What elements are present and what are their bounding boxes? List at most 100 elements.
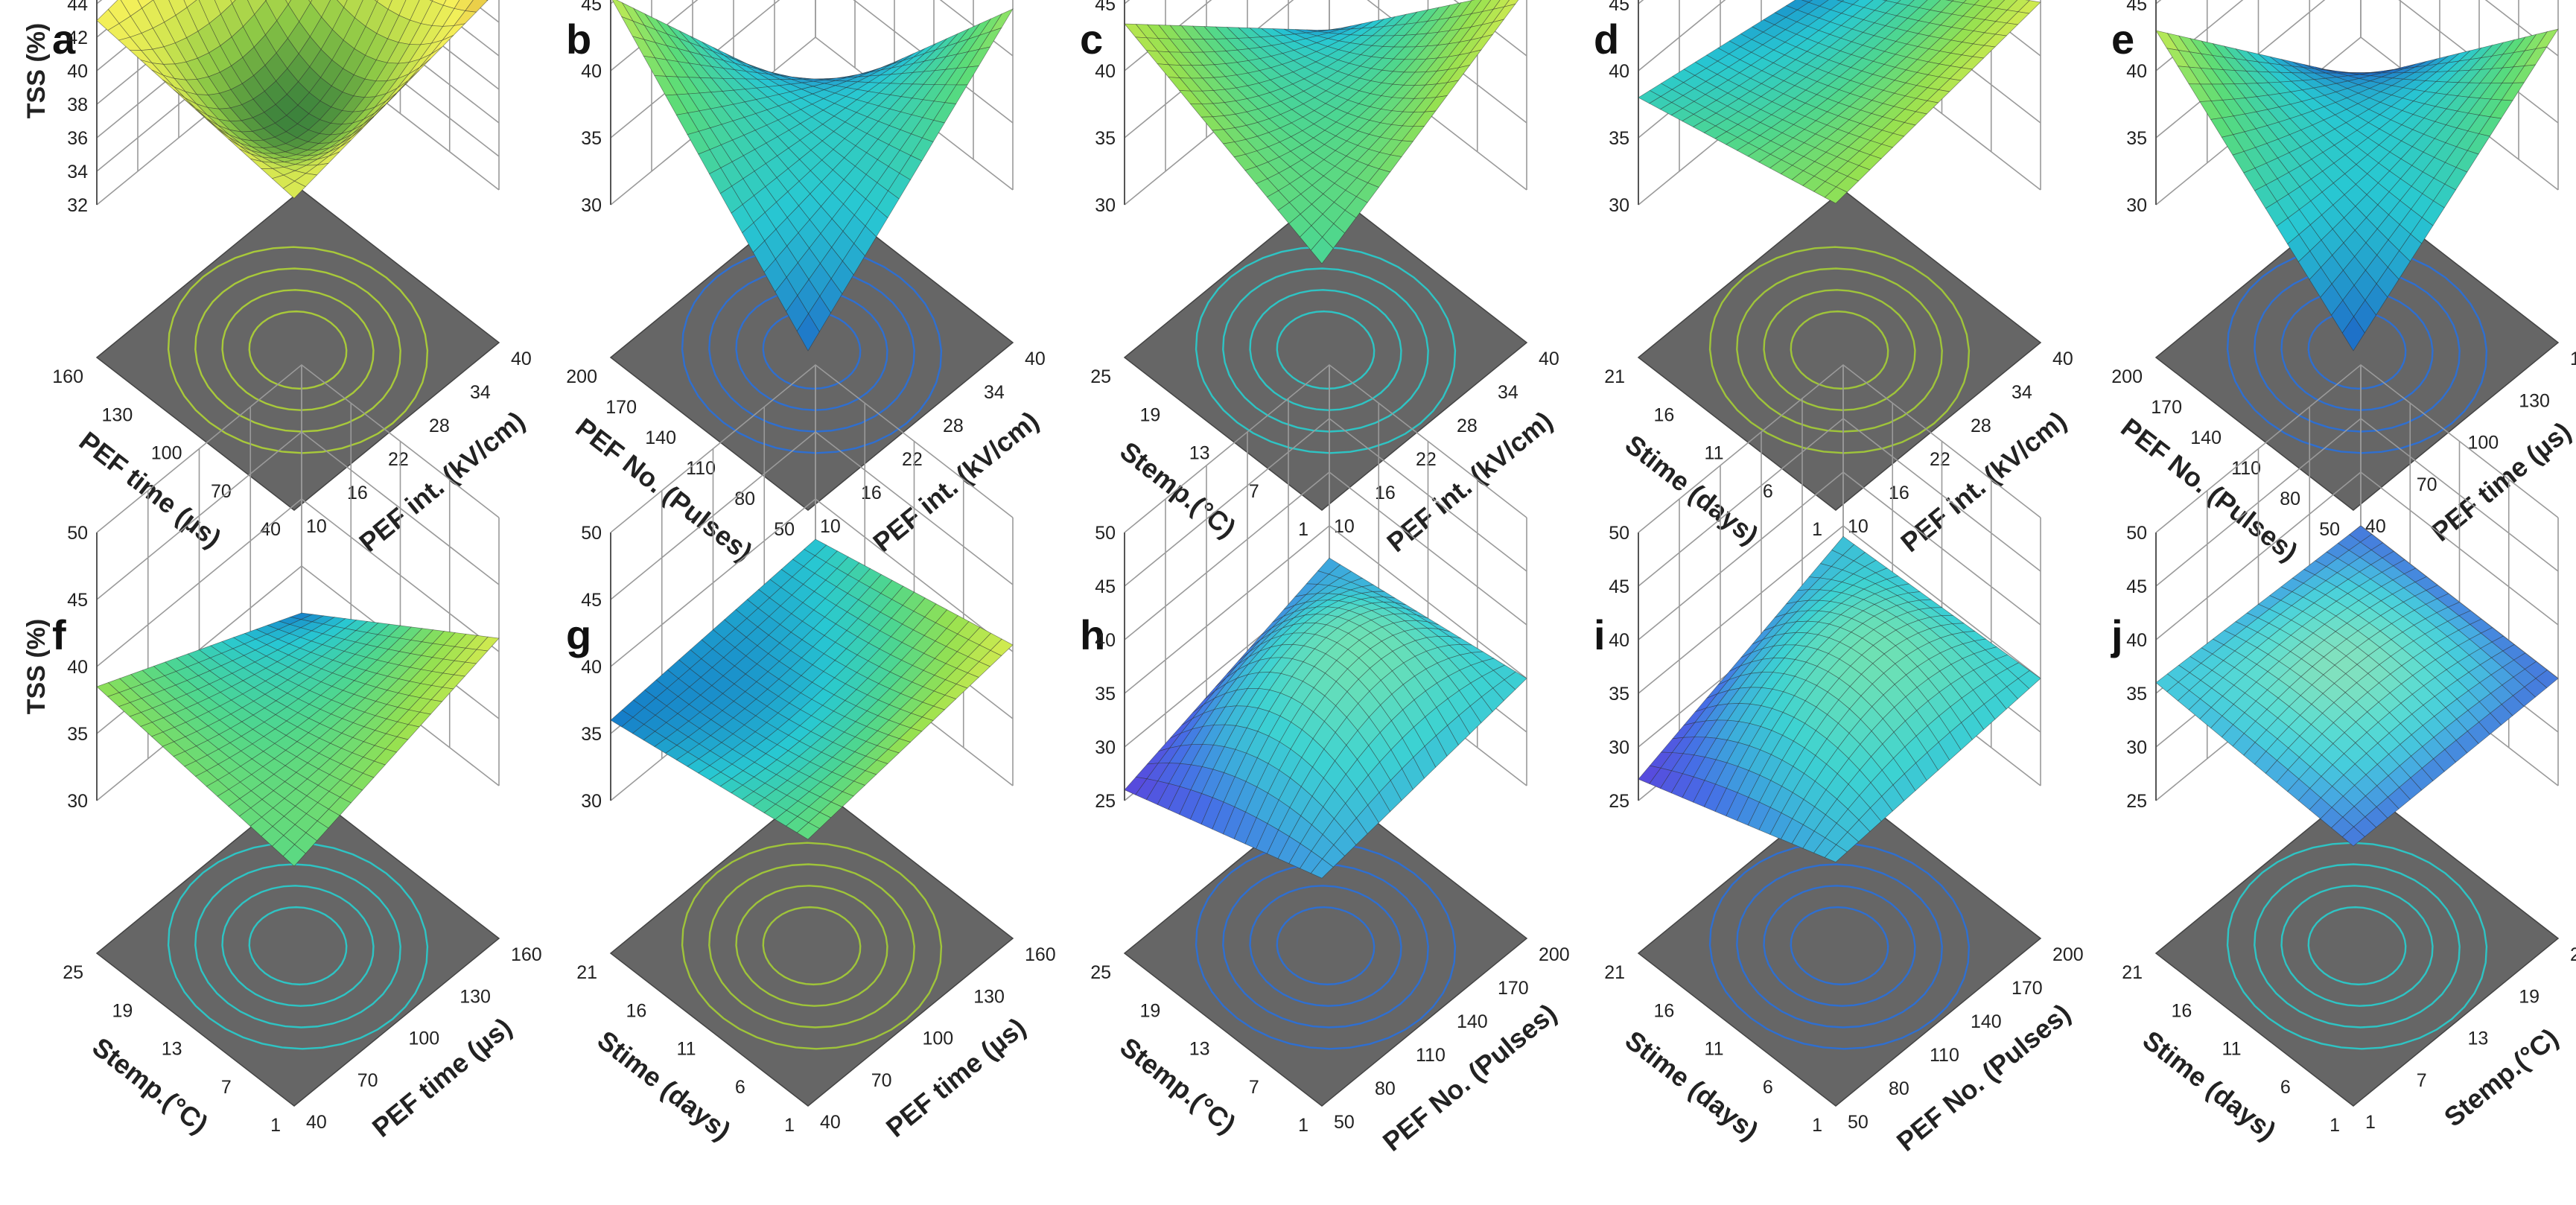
surface-cell bbox=[282, 180, 306, 199]
x-tick-label: 110 bbox=[2231, 458, 2261, 479]
x-tick-label: 11 bbox=[1705, 443, 1724, 464]
contour-line bbox=[221, 885, 375, 1007]
y-tick-label: 7 bbox=[2417, 1070, 2427, 1091]
contour-line bbox=[1249, 885, 1402, 1007]
y-tick-label: 22 bbox=[388, 449, 409, 470]
y-tick-label: 160 bbox=[511, 944, 542, 965]
response-surface-c bbox=[1124, 0, 1519, 264]
z-gridline bbox=[610, 0, 1014, 71]
z-tick-label: 50 bbox=[67, 523, 88, 544]
z-tick-label: 35 bbox=[581, 724, 602, 745]
contour-line bbox=[1763, 289, 1916, 411]
x-tick-label: 170 bbox=[605, 397, 637, 418]
surface-cell bbox=[1801, 0, 1813, 3]
z-tick-label: 40 bbox=[1609, 630, 1629, 651]
panel-letter-g: g bbox=[566, 611, 591, 658]
x-tick-label: 21 bbox=[1604, 366, 1625, 387]
response-surface-e bbox=[2155, 28, 2559, 352]
y-axis-title: PEF time (µs) bbox=[366, 1011, 518, 1143]
surface-cell bbox=[308, 0, 313, 4]
y-tick-label: 70 bbox=[2417, 474, 2437, 495]
x-tick-label: 21 bbox=[1604, 962, 1625, 983]
z-tick-label: 40 bbox=[2126, 61, 2147, 82]
z-tick-label: 25 bbox=[1095, 791, 1116, 812]
y-tick-label: 13 bbox=[2468, 1028, 2489, 1049]
z-tick-label: 40 bbox=[67, 657, 88, 678]
z-tick-label: 30 bbox=[1609, 195, 1629, 216]
y-tick-label: 80 bbox=[1889, 1078, 1909, 1099]
contour-line bbox=[1195, 246, 1457, 454]
response-surface-i bbox=[1638, 535, 2041, 863]
x-tick-label: 25 bbox=[63, 962, 83, 983]
x-tick-label: 7 bbox=[1249, 1077, 1259, 1098]
surface-cell bbox=[285, 0, 292, 5]
x-tick-label: 200 bbox=[2111, 366, 2143, 387]
z-tick-label: 35 bbox=[1609, 684, 1629, 705]
x-tick-label: 40 bbox=[260, 519, 281, 540]
y-tick-label: 40 bbox=[306, 1112, 327, 1133]
z-tick-label: 45 bbox=[1609, 576, 1629, 597]
x-tick-label: 1 bbox=[1812, 1115, 1822, 1136]
contour-lines-f bbox=[167, 842, 429, 1050]
y-tick-label: 10 bbox=[1848, 516, 1869, 537]
x-tick-label: 1 bbox=[1812, 519, 1822, 540]
contour-line bbox=[1222, 267, 1429, 433]
y-tick-label: 160 bbox=[1025, 944, 1056, 965]
x-axis-title: Stemp.(°C) bbox=[86, 1031, 214, 1139]
z-tick-label: 30 bbox=[1609, 737, 1629, 758]
y-tick-label: 22 bbox=[1416, 449, 1437, 470]
y-tick-label: 40 bbox=[511, 349, 532, 369]
z-tick-label: 30 bbox=[1095, 195, 1116, 216]
x-tick-label: 11 bbox=[2222, 1039, 2242, 1060]
x-tick-label: 6 bbox=[1763, 1077, 1773, 1098]
contour-lines-a bbox=[167, 246, 429, 454]
y-tick-label: 22 bbox=[1930, 449, 1950, 470]
contour-lines-d bbox=[1708, 246, 1971, 454]
panel-letter-a: a bbox=[52, 16, 76, 63]
z-tick-label: 50 bbox=[581, 523, 602, 544]
contour-line bbox=[762, 906, 862, 986]
panel-letter-b: b bbox=[566, 16, 591, 63]
z-tick-label: 35 bbox=[67, 724, 88, 745]
panel-letter-j: j bbox=[2111, 611, 2123, 658]
response-surface-a bbox=[96, 0, 489, 199]
y-tick-label: 80 bbox=[1375, 1078, 1396, 1099]
x-tick-label: 6 bbox=[735, 1077, 745, 1098]
y-tick-label: 50 bbox=[1848, 1112, 1869, 1133]
contour-line bbox=[1276, 310, 1376, 390]
y-tick-label: 16 bbox=[1889, 483, 1909, 503]
y-tick-label: 200 bbox=[2052, 944, 2084, 965]
contour-floor-d bbox=[1637, 189, 2042, 511]
y-tick-label: 110 bbox=[1930, 1045, 1959, 1066]
y-tick-label: 25 bbox=[2570, 944, 2576, 965]
x-tick-label: 25 bbox=[1090, 366, 1111, 387]
contour-line bbox=[1708, 246, 1971, 454]
y-tick-label: 110 bbox=[1416, 1045, 1446, 1066]
z-tick-label: 35 bbox=[2126, 128, 2147, 149]
z-tick-label: 30 bbox=[2126, 737, 2147, 758]
z-tick-label: 30 bbox=[1095, 737, 1116, 758]
response-surface-h bbox=[1124, 557, 1527, 879]
z-axis-title: TSS (%) bbox=[22, 619, 51, 714]
x-tick-label: 25 bbox=[1090, 962, 1111, 983]
y-tick-label: 200 bbox=[1539, 944, 1570, 965]
z-tick-label: 40 bbox=[2126, 630, 2147, 651]
y-tick-label: 130 bbox=[2519, 390, 2550, 411]
y-tick-label: 34 bbox=[984, 382, 1005, 403]
z-tick-label: 50 bbox=[1095, 523, 1116, 544]
contour-line bbox=[1736, 267, 1943, 433]
y-tick-label: 140 bbox=[1457, 1011, 1488, 1032]
y-axis-title: PEF time (µs) bbox=[880, 1011, 1031, 1143]
x-tick-label: 16 bbox=[2171, 1000, 2192, 1021]
x-tick-label: 80 bbox=[2280, 489, 2300, 509]
z-tick-label: 40 bbox=[581, 657, 602, 678]
z-tick-label: 35 bbox=[1609, 128, 1629, 149]
y-tick-label: 10 bbox=[820, 516, 841, 537]
chart-panel-a: a323436384042444648TSS (%)40701001301601… bbox=[22, 0, 532, 558]
chart-panel-e: e303540455050801101401702004070100130160… bbox=[2111, 0, 2576, 567]
y-tick-label: 130 bbox=[459, 986, 491, 1007]
x-tick-label: 1 bbox=[784, 1115, 795, 1136]
contour-line bbox=[1790, 310, 1889, 390]
z-tick-label: 42 bbox=[67, 28, 88, 48]
x-tick-label: 100 bbox=[151, 443, 182, 464]
